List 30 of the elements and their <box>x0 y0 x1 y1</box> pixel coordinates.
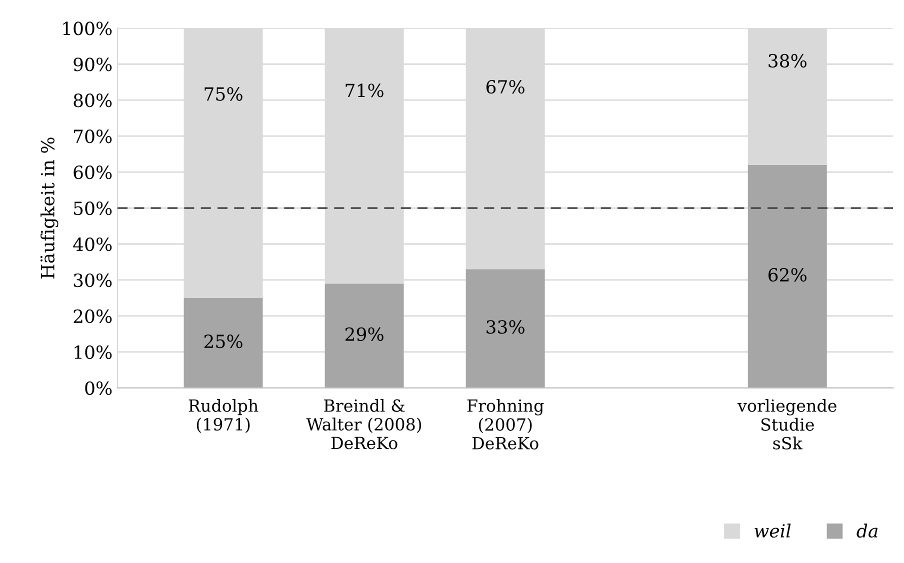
bar <box>748 164 827 388</box>
x-tick-label: Rudolph (1971) <box>188 399 258 433</box>
bar <box>466 269 545 388</box>
data-label: 62% <box>768 268 806 282</box>
y-tick-label: 70% <box>74 130 112 144</box>
x-tick-label: vorliegende Studie sSk <box>737 399 836 450</box>
y-tick-label: 30% <box>74 273 112 288</box>
y-tick-label: 90% <box>74 58 112 72</box>
y-tick-label: 60% <box>74 166 112 180</box>
bar <box>324 284 404 388</box>
data-label: 33% <box>486 320 524 334</box>
legend-label: da <box>856 524 878 538</box>
data-label: 75% <box>204 87 242 101</box>
y-tick-label: 20% <box>74 309 112 324</box>
x-tick-label: Breindl & Walter (2008) DeReKo <box>306 399 422 450</box>
data-label: 38% <box>768 54 806 68</box>
data-label: 29% <box>345 327 384 341</box>
data-label: 71% <box>346 84 384 98</box>
data-label: 67% <box>486 80 524 94</box>
y-axis-title: Häufigkeit in % <box>40 138 58 278</box>
y-tick-label: 40% <box>73 237 112 252</box>
y-tick-label: 80% <box>74 94 112 108</box>
data-label: 25% <box>204 334 242 348</box>
y-tick-label: 0% <box>85 381 112 396</box>
legend-label: weil <box>754 524 791 538</box>
bar <box>184 298 263 388</box>
x-tick-label: Frohning (2007) DeReKo <box>467 399 544 450</box>
y-tick-label: 50% <box>74 201 112 216</box>
y-tick-label: 10% <box>74 345 112 360</box>
y-tick-label: 100% <box>63 22 112 36</box>
